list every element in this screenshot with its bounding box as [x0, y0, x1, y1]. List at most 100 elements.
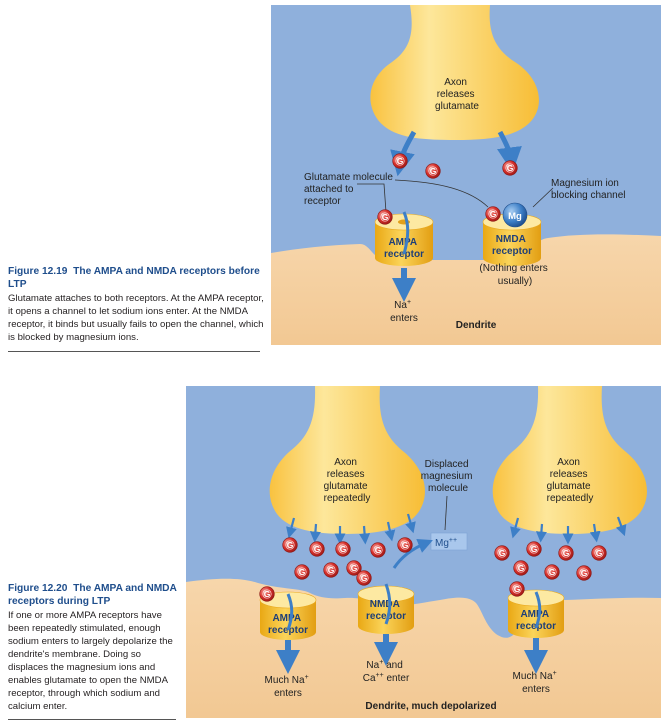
figure-12-20-number: Figure 12.20	[8, 583, 68, 594]
glutamate-molecule: G	[356, 570, 372, 586]
figure-12-20-body: If one or more AMPA receptors have been …	[8, 610, 173, 712]
sodium-flow-arrow	[534, 591, 542, 629]
svg-text:G: G	[531, 544, 538, 554]
glutamate-molecule: G	[392, 153, 408, 169]
glutamate-molecule: G	[558, 545, 574, 561]
glutamate-molecule: G	[591, 545, 607, 561]
magnesium-label: Magnesium ion blocking channel	[551, 178, 626, 201]
svg-text:G: G	[340, 544, 347, 554]
glutamate-molecule: G	[576, 565, 592, 581]
release-arrows	[286, 513, 627, 545]
figure-12-20-panel: Axon releases glutamate repeatedly Axon …	[186, 386, 661, 718]
figure-12-20-caption: Figure 12.20 The AMPA and NMDA receptors…	[8, 583, 180, 713]
glutamate-molecule: G	[502, 160, 518, 176]
svg-text:G: G	[563, 548, 570, 558]
svg-text:G: G	[361, 573, 368, 583]
magnesium-exit-arrow	[392, 538, 433, 569]
glutamate-molecule: G	[544, 564, 560, 580]
svg-text:G: G	[287, 540, 294, 550]
glutamate-molecule: G	[294, 564, 310, 580]
axon-terminal	[492, 386, 647, 534]
release-arrow	[497, 130, 522, 173]
svg-text:Mg: Mg	[508, 211, 522, 222]
svg-text:G: G	[397, 156, 404, 166]
figure-12-19-title-text: The AMPA and NMDA receptors before LTP	[8, 266, 260, 290]
axon-label: Axon releases glutamate repeatedly	[547, 457, 594, 504]
glutamate-molecule: G	[513, 560, 529, 576]
figure-12-19-panel: Axon releases glutamate G G G Glutamate …	[271, 5, 661, 345]
svg-text:G: G	[264, 589, 271, 599]
figure-12-19-body: Glutamate attaches to both receptors. At…	[8, 293, 264, 343]
glutamate-molecule: G	[309, 541, 325, 557]
axon-label: Axon releases glutamate repeatedly	[324, 457, 371, 504]
svg-text:G: G	[518, 563, 525, 573]
dendrite-label: Dendrite	[456, 320, 497, 331]
glutamate-molecule: G	[485, 206, 501, 222]
figure-12-19-number: Figure 12.19	[8, 266, 68, 277]
glutamate-molecule: G	[397, 537, 413, 553]
svg-text:G: G	[314, 544, 321, 554]
magnesium-ion: Mg	[502, 202, 528, 228]
sodium-flow-arrow	[286, 593, 294, 631]
much-sodium-label: Much Na+ enters	[513, 667, 560, 695]
sodium-enters-label: Na+ enters	[390, 296, 418, 324]
leader-line	[444, 495, 448, 531]
figure-12-19-caption: Figure 12.19 The AMPA and NMDA receptors…	[8, 266, 266, 344]
much-sodium-label: Much Na+ enters	[265, 671, 312, 699]
nmda-receptor: NMDA receptor	[357, 585, 415, 634]
svg-text:G: G	[402, 540, 409, 550]
nothing-enters-label: (Nothing enters usually)	[479, 263, 550, 287]
svg-text:AMPA receptor: AMPA receptor	[268, 613, 308, 636]
svg-text:G: G	[382, 212, 389, 222]
leader-line	[357, 183, 387, 213]
caption-divider	[8, 351, 260, 352]
displaced-magnesium-label: Displaced magnesium molecule	[421, 459, 475, 494]
glutamate-molecule: G	[377, 209, 393, 225]
svg-text:G: G	[596, 548, 603, 558]
dendrite-label: Dendrite, much depolarized	[365, 701, 496, 712]
svg-text:Mg++: Mg++	[435, 537, 457, 549]
glutamate-molecule: G	[335, 541, 351, 557]
glutamate-molecule: G	[259, 586, 275, 602]
glutamate-molecule: G	[323, 562, 339, 578]
axon-label: Axon releases glutamate	[435, 77, 479, 112]
calcium-flow-arrow	[384, 583, 392, 625]
figure-12-19-title: Figure 12.19 The AMPA and NMDA receptors…	[8, 266, 266, 291]
svg-text:AMPA receptor: AMPA receptor	[516, 609, 556, 632]
svg-text:G: G	[499, 548, 506, 558]
svg-text:NMDA receptor: NMDA receptor	[366, 599, 406, 622]
sodium-calcium-label: Na+ and Ca++ enter	[363, 659, 410, 684]
svg-text:G: G	[507, 163, 514, 173]
glutamate-attached-label: Glutamate molecule attached to receptor	[304, 172, 396, 207]
svg-text:G: G	[490, 209, 497, 219]
leader-line	[394, 179, 489, 208]
displaced-magnesium-ion: Mg++	[430, 532, 468, 551]
svg-text:NMDA receptor: NMDA receptor	[492, 234, 532, 257]
leader-line	[532, 187, 554, 208]
dendrite	[271, 234, 661, 345]
axon-terminal	[370, 5, 539, 140]
svg-text:G: G	[375, 545, 382, 555]
glutamate-molecule: G	[494, 545, 510, 561]
caption-divider	[8, 719, 176, 720]
svg-text:G: G	[549, 567, 556, 577]
svg-text:G: G	[430, 166, 437, 176]
svg-text:G: G	[514, 584, 521, 594]
svg-text:AMPA receptor: AMPA receptor	[384, 237, 424, 260]
svg-text:G: G	[299, 567, 306, 577]
svg-text:G: G	[351, 563, 358, 573]
glutamate-molecule: G	[425, 163, 441, 179]
axon-terminal	[269, 386, 425, 534]
sodium-flow-arrow	[402, 211, 410, 255]
glutamate-molecule: G	[370, 542, 386, 558]
svg-text:G: G	[581, 568, 588, 578]
glutamate-molecule: G	[509, 581, 525, 597]
glutamate-molecule: G	[282, 537, 298, 553]
figure-12-20-title-text: The AMPA and NMDA receptors during LTP	[8, 583, 177, 607]
glutamate-molecule: G	[346, 560, 362, 576]
glutamate-molecule: G	[526, 541, 542, 557]
ampa-receptor: AMPA receptor	[507, 589, 565, 638]
figure-12-20-title: Figure 12.20 The AMPA and NMDA receptors…	[8, 583, 180, 608]
